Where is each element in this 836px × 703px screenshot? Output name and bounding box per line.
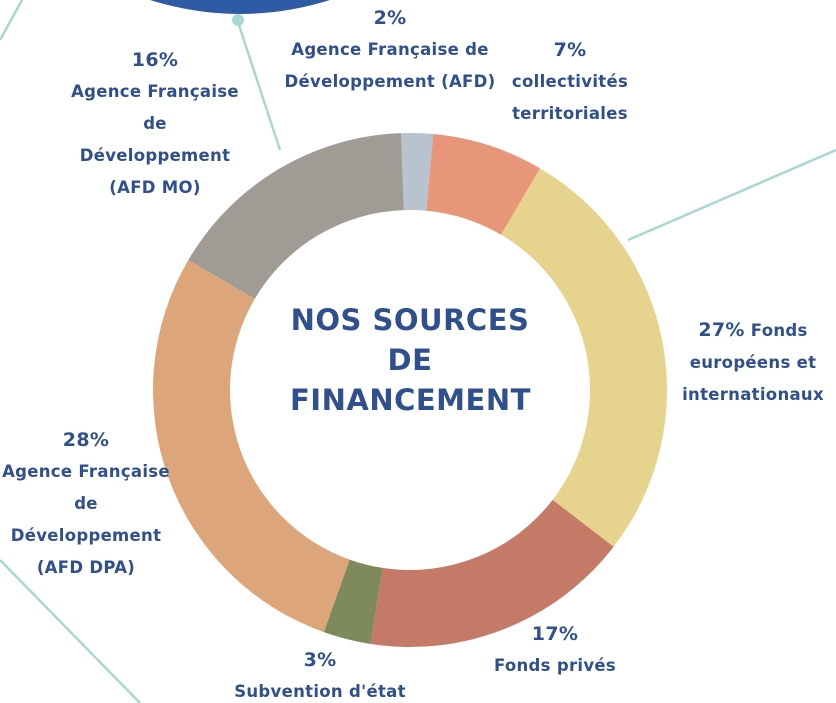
- percent-label: 2%: [270, 2, 510, 34]
- segment-label: 16% Agence Française de Développement (AF…: [70, 44, 240, 204]
- category-label: Agence Française de Développement (AFD D…: [2, 462, 170, 577]
- category-label: Agence Française de Développement (AFD M…: [71, 82, 239, 197]
- percent-label: 27%: [698, 319, 744, 341]
- percent-label: 28%: [0, 424, 172, 456]
- segment-label: 2% Agence Française de Développement (AFD…: [270, 2, 510, 98]
- category-label: Subvention d'état: [234, 682, 406, 701]
- segment-label: 28% Agence Française de Développement (AF…: [0, 424, 172, 584]
- page: NOS SOURCES DE FINANCEMENT 2% Agence Fran…: [0, 0, 836, 703]
- segment-label: 17% Fonds privés: [480, 618, 630, 682]
- dot: [232, 14, 244, 26]
- category-label: Agence Française de Développement (AFD): [285, 40, 496, 91]
- percent-label: 16%: [70, 44, 240, 76]
- segment-label: 7% collectivités territoriales: [500, 34, 640, 130]
- percent-label: 7%: [500, 34, 640, 66]
- percent-label: 3%: [220, 644, 420, 676]
- percent-label: 17%: [480, 618, 630, 650]
- category-label: Fonds privés: [494, 656, 616, 675]
- category-label: collectivités territoriales: [512, 72, 628, 123]
- segment-label: 3% Subvention d'état: [220, 644, 420, 703]
- chart-title: NOS SOURCES DE FINANCEMENT: [290, 300, 530, 420]
- segment-label: 27% Fonds européens et internationaux: [668, 314, 836, 411]
